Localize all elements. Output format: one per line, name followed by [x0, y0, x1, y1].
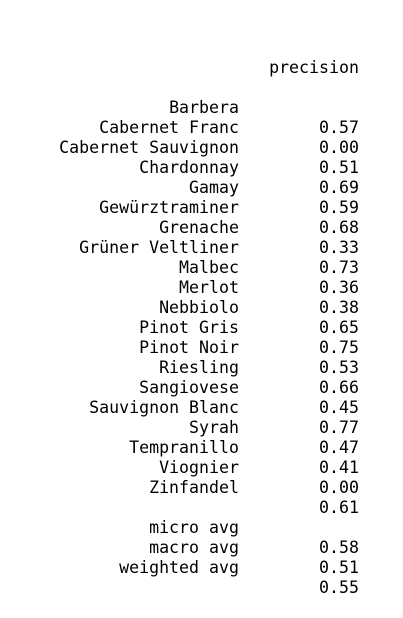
class-label: Cabernet Sauvignon	[59, 138, 239, 157]
class-label: Nebbiolo	[159, 298, 239, 317]
class-row: Pinot Gris 0.75	[0, 298, 403, 357]
class-row: Sauvignon Blanc 0.77	[0, 378, 403, 437]
class-row: Cabernet Sauvignon 0.51	[0, 118, 403, 177]
report-header-row: precision	[0, 38, 403, 77]
class-precision: 0.51	[319, 158, 359, 177]
class-precision: 0.68	[319, 218, 359, 237]
class-precision: 0.73	[319, 258, 359, 277]
class-label: Cabernet Franc	[99, 118, 239, 137]
class-precision: 0.47	[319, 438, 359, 457]
class-label: Syrah	[189, 418, 239, 437]
average-precision: 0.51	[319, 558, 359, 577]
class-label: Pinot Gris	[139, 318, 239, 337]
average-precision: 0.55	[319, 578, 359, 597]
class-precision: 0.57	[319, 118, 359, 137]
class-label: Gewürztraminer	[99, 198, 239, 217]
average-label: micro avg	[149, 518, 239, 537]
average-row: micro avg 0.58	[0, 498, 403, 557]
class-precision: 0.33	[319, 238, 359, 257]
class-precision: 0.65	[319, 318, 359, 337]
class-label: Zinfandel	[149, 478, 239, 497]
class-label: Sangiovese	[139, 378, 239, 397]
class-precision: 0.66	[319, 378, 359, 397]
class-label: Riesling	[159, 358, 239, 377]
class-label: Tempranillo	[129, 438, 239, 457]
class-row: Pinot Noir 0.53	[0, 318, 403, 377]
class-row: Grüner Veltliner 0.73	[0, 218, 403, 277]
class-label: Malbec	[179, 258, 239, 277]
class-precision: 0.61	[319, 498, 359, 517]
average-row: macro avg 0.51	[0, 518, 403, 577]
precision-column-header: precision	[269, 58, 359, 77]
class-precision: 0.59	[319, 198, 359, 217]
class-row: Malbec 0.36	[0, 238, 403, 297]
class-precision: 0.45	[319, 398, 359, 417]
average-row: weighted avg 0.55	[0, 538, 403, 597]
class-label: Grenache	[159, 218, 239, 237]
class-precision: 0.75	[319, 338, 359, 357]
class-label: Grüner Veltliner	[79, 238, 239, 257]
class-row: Gewürztraminer 0.68	[0, 178, 403, 237]
average-label: weighted avg	[119, 558, 239, 577]
class-row: Barbera 0.57	[0, 78, 403, 137]
class-row: Gamay 0.59	[0, 158, 403, 217]
class-label: Chardonnay	[139, 158, 239, 177]
average-label: macro avg	[149, 538, 239, 557]
class-label: Merlot	[179, 278, 239, 297]
class-precision: 0.69	[319, 178, 359, 197]
class-row: Chardonnay 0.69	[0, 138, 403, 197]
class-row: Merlot 0.38	[0, 258, 403, 317]
class-row: Syrah 0.47	[0, 398, 403, 457]
class-label: Pinot Noir	[139, 338, 239, 357]
class-precision: 0.00	[319, 478, 359, 497]
class-label: Viognier	[159, 458, 239, 477]
class-row: Nebbiolo 0.65	[0, 278, 403, 337]
average-precision: 0.58	[319, 538, 359, 557]
classification-report: precision Barbera 0.57 Cabernet Franc 0.…	[0, 38, 403, 597]
class-precision: 0.00	[319, 138, 359, 157]
class-label: Sauvignon Blanc	[89, 398, 239, 417]
class-row: Zinfandel 0.61	[0, 458, 403, 517]
class-label: Gamay	[189, 178, 239, 197]
class-row: Tempranillo 0.41	[0, 418, 403, 477]
class-row: Sangiovese 0.45	[0, 358, 403, 417]
class-precision: 0.36	[319, 278, 359, 297]
class-precision: 0.41	[319, 458, 359, 477]
class-precision: 0.38	[319, 298, 359, 317]
class-precision: 0.77	[319, 418, 359, 437]
class-row: Grenache 0.33	[0, 198, 403, 257]
class-label: Barbera	[169, 98, 239, 117]
class-precision: 0.53	[319, 358, 359, 377]
class-row: Riesling 0.66	[0, 338, 403, 397]
class-row: Viognier 0.00	[0, 438, 403, 497]
class-row: Cabernet Franc 0.00	[0, 98, 403, 157]
